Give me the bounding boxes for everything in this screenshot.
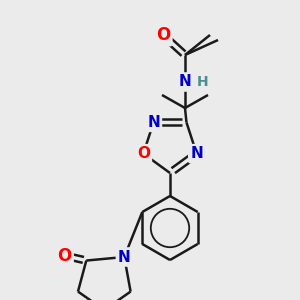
Text: N: N: [178, 74, 191, 89]
Text: N: N: [147, 115, 160, 130]
Text: O: O: [137, 146, 150, 161]
Text: O: O: [57, 247, 71, 265]
Text: N: N: [190, 146, 203, 161]
Text: O: O: [156, 26, 170, 44]
Text: N: N: [118, 250, 131, 265]
Text: H: H: [197, 75, 209, 89]
